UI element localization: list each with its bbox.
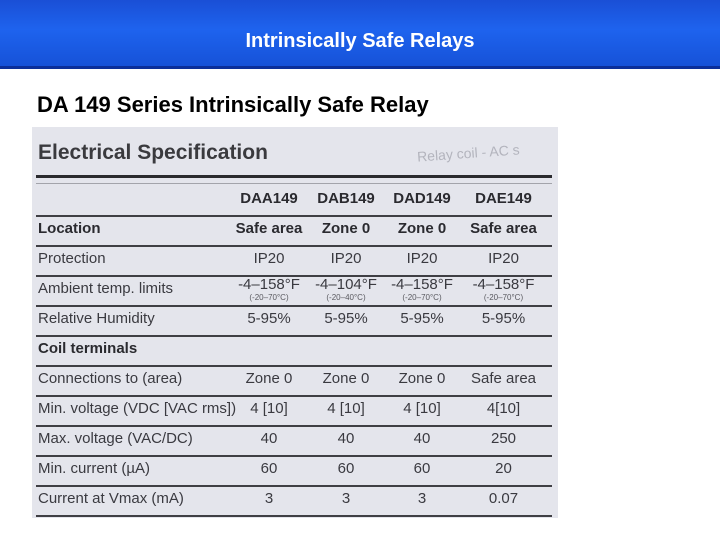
- temp-f: -4–158°F: [238, 276, 300, 293]
- cell-value: 5-95%: [324, 310, 368, 327]
- table-row-protection: Protection IP20 IP20 IP20 IP20: [36, 245, 552, 277]
- slide-subtitle: DA 149 Series Intrinsically Safe Relay: [37, 92, 429, 117]
- cell-value: Safe area: [470, 370, 537, 387]
- temp-c: (-20–70°C): [402, 293, 442, 302]
- row-label: Relative Humidity: [38, 310, 155, 327]
- cell-value: Zone 0: [321, 220, 371, 237]
- cell-value: Zone 0: [322, 370, 370, 387]
- table-row-min-voltage: Min. voltage (VDC [VAC rms]) 4 [10] 4 [1…: [36, 395, 552, 427]
- cell-value: 0.07: [488, 490, 519, 507]
- row-label: Min. voltage (VDC [VAC rms]): [38, 400, 237, 417]
- temp-f: -4–104°F: [315, 276, 377, 293]
- temp-f: -4–158°F: [472, 276, 535, 293]
- thin-rule: [36, 183, 552, 184]
- cell-value: 250: [490, 430, 517, 447]
- row-label: Connections to (area): [38, 370, 183, 387]
- spec-heading: Electrical Specification: [38, 141, 268, 164]
- section-coil-terminals: Coil terminals: [36, 335, 552, 367]
- temp-f: -4–158°F: [391, 276, 453, 293]
- table-row-connections: Connections to (area) Zone 0 Zone 0 Zone…: [36, 365, 552, 397]
- cell-value: 60: [260, 460, 278, 477]
- table-row-min-current: Min. current (µA) 60 60 60 20: [36, 455, 552, 487]
- top-rule: [36, 175, 552, 178]
- cell-value: IP20: [488, 250, 519, 267]
- cell-value: 40: [337, 430, 355, 447]
- model-header-row: DAA149 DAB149 DAD149 DAE149: [36, 185, 552, 217]
- temp-c: (-20–40°C): [326, 293, 366, 302]
- cell-value: 20: [495, 460, 512, 477]
- table-row-location: Location Safe area Zone 0 Zone 0 Safe ar…: [36, 215, 552, 247]
- model-1: DAA149: [240, 190, 298, 207]
- row-label: Max. voltage (VAC/DC): [38, 430, 193, 447]
- cell-value: Safe area: [470, 220, 537, 237]
- cell-value: IP20: [253, 250, 285, 267]
- cell-value: 40: [413, 430, 431, 447]
- row-label: Ambient temp. limits: [38, 280, 174, 297]
- spec-table-image: Electrical Specification Relay coil - AC…: [32, 127, 558, 518]
- cell-value: 5-95%: [481, 310, 526, 327]
- cell-value: 40: [260, 430, 278, 447]
- cell-value: 5-95%: [247, 310, 291, 327]
- cell-value: Zone 0: [245, 370, 293, 387]
- cell-value: Zone 0: [398, 370, 446, 387]
- cell-value: -4–158°F (-20–70°C): [461, 276, 546, 304]
- temp-c: (-20–70°C): [483, 293, 524, 302]
- cell-value: 60: [413, 460, 431, 477]
- cell-value: 4 [10]: [327, 400, 365, 417]
- slide-title: Intrinsically Safe Relays: [245, 30, 475, 52]
- row-label: Protection: [38, 250, 106, 267]
- cell-value: 3: [417, 490, 427, 507]
- cell-value: 4 [10]: [250, 400, 288, 417]
- cell-value: 60: [337, 460, 355, 477]
- cell-value: IP20: [330, 250, 362, 267]
- table-row-current-vmax: Current at Vmax (mA) 3 3 3 0.07: [36, 485, 552, 517]
- row-label: Min. current (µA): [38, 460, 150, 477]
- cell-value: 4 [10]: [403, 400, 441, 417]
- temp-c: (-20–70°C): [249, 293, 289, 302]
- cell-value: -4–104°F (-20–40°C): [306, 276, 386, 304]
- row-label: Current at Vmax (mA): [38, 490, 184, 507]
- table-row-humidity: Relative Humidity 5-95% 5-95% 5-95% 5-95…: [36, 305, 552, 337]
- model-4: DAE149: [475, 190, 532, 207]
- cell-value: 3: [264, 490, 274, 507]
- title-bar: Intrinsically Safe Relays: [0, 0, 720, 69]
- cell-value: 5-95%: [400, 310, 444, 327]
- table-row-max-voltage: Max. voltage (VAC/DC) 40 40 40 250: [36, 425, 552, 457]
- cell-value: -4–158°F (-20–70°C): [229, 276, 309, 304]
- cell-value: 4[10]: [486, 400, 521, 417]
- row-label: Location: [38, 220, 101, 237]
- section-label: Coil terminals: [38, 340, 138, 357]
- cell-value: IP20: [406, 250, 438, 267]
- cell-value: -4–158°F (-20–70°C): [382, 276, 462, 304]
- model-2: DAB149: [317, 190, 375, 207]
- cell-value: 3: [341, 490, 351, 507]
- bleed-through-text: Relay coil - AC s: [416, 141, 521, 165]
- model-3: DAD149: [393, 190, 451, 207]
- cell-value: Zone 0: [397, 220, 447, 237]
- table-row-ambient-temp: Ambient temp. limits -4–158°F (-20–70°C) …: [36, 275, 552, 307]
- cell-value: Safe area: [235, 220, 303, 237]
